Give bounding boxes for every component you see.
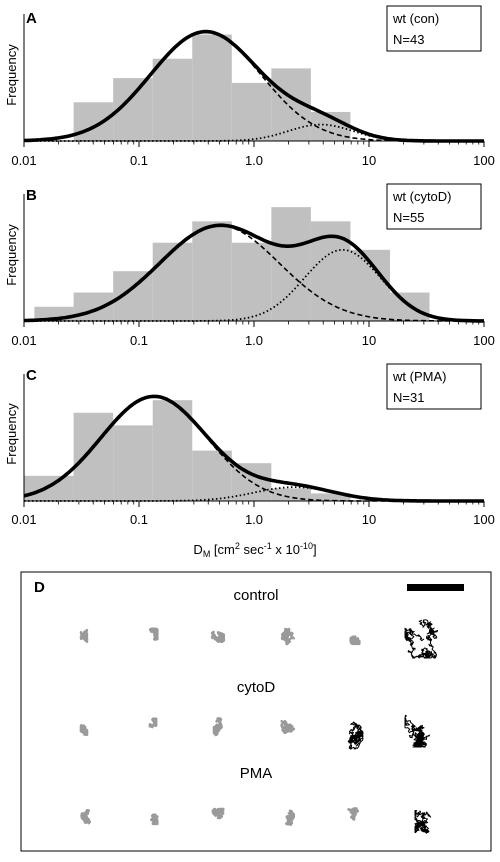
trajectory-track bbox=[149, 813, 159, 826]
trajectory-track bbox=[347, 807, 359, 821]
x-tick-label: 0.1 bbox=[130, 153, 148, 168]
trajectory-track bbox=[349, 635, 361, 646]
histogram-bar bbox=[73, 102, 114, 141]
x-tick-label: 1.0 bbox=[245, 333, 263, 348]
panel-letter: B bbox=[26, 187, 37, 204]
x-tick-label: 1.0 bbox=[245, 512, 263, 527]
histogram-bar bbox=[231, 82, 272, 141]
fit-total-curve bbox=[23, 29, 484, 143]
fit-total-curve bbox=[24, 223, 484, 323]
row-label-cytod: cytoD bbox=[237, 679, 276, 696]
x-tick-label: 100 bbox=[473, 512, 495, 527]
x-tick-labels: 0.01 0.1 1.0 10 100 bbox=[11, 153, 495, 168]
row-label-pma: PMA bbox=[240, 765, 273, 782]
x-tick-labels: 0.01 0.1 1.0 10 100 bbox=[11, 512, 495, 527]
histogram-bar bbox=[192, 34, 232, 141]
panel-d: D control cytoD PMA bbox=[20, 571, 492, 852]
plot-area bbox=[23, 14, 485, 147]
x-axis-label: DM [cm2 sec-1 x 10-10] bbox=[193, 541, 316, 559]
panel-letter: C bbox=[26, 367, 37, 384]
histogram-bar bbox=[152, 400, 193, 501]
y-axis-label: Frequency bbox=[4, 224, 19, 286]
histogram-bar bbox=[231, 242, 272, 321]
legend-line-1: wt (con) bbox=[392, 11, 439, 26]
scale-bar bbox=[407, 584, 464, 591]
trajectory-track bbox=[80, 809, 92, 825]
trajectory-track bbox=[347, 721, 364, 750]
legend-line-1: wt (cytoD) bbox=[392, 189, 452, 204]
histogram-bar bbox=[310, 493, 351, 501]
x-tick-label: 0.1 bbox=[130, 333, 148, 348]
legend-box: wt (cytoD) N=55 bbox=[386, 183, 482, 230]
trajectory-track bbox=[211, 807, 225, 820]
histogram-bar bbox=[113, 425, 153, 501]
trajectory-track bbox=[79, 628, 89, 643]
panel-letter: D bbox=[34, 579, 45, 596]
x-tick-label: 0.01 bbox=[11, 153, 36, 168]
trajectory-track bbox=[414, 810, 432, 834]
trajectories bbox=[79, 619, 439, 834]
legend-box: wt (PMA) N=31 bbox=[386, 363, 482, 410]
legend-line-2: N=55 bbox=[393, 210, 424, 225]
trajectory-track bbox=[148, 627, 159, 641]
x-tick-label: 1.0 bbox=[245, 153, 263, 168]
trajectory-track bbox=[79, 724, 89, 736]
x-tick-label: 10 bbox=[362, 333, 376, 348]
panel-b: B Frequency 0.01 0.1 1.0 10 100 wt (cyto… bbox=[4, 183, 495, 348]
x-tick-label: 10 bbox=[362, 512, 376, 527]
histogram-bar bbox=[152, 58, 193, 141]
legend-box: wt (con) N=43 bbox=[386, 5, 482, 52]
trajectory-track bbox=[212, 717, 223, 737]
plot-area bbox=[23, 374, 485, 507]
histogram-bar bbox=[73, 292, 114, 321]
legend-line-2: N=31 bbox=[393, 390, 424, 405]
legend-line-2: N=43 bbox=[393, 32, 424, 47]
trajectory-track bbox=[280, 720, 296, 734]
panel-c: C Frequency 0.01 0.1 1.0 10 100 wt (PMA)… bbox=[4, 363, 495, 527]
panel-d-frame bbox=[20, 571, 492, 852]
panel-letter: A bbox=[26, 10, 37, 27]
x-tick-labels: 0.01 0.1 1.0 10 100 bbox=[11, 333, 495, 348]
x-tick-label: 0.1 bbox=[130, 512, 148, 527]
trajectory-track bbox=[148, 717, 158, 729]
histogram-bar bbox=[152, 242, 193, 321]
histogram-bar bbox=[271, 488, 311, 501]
trajectory-track bbox=[284, 809, 295, 826]
trajectory-track bbox=[210, 630, 226, 644]
trajectory-track bbox=[404, 619, 439, 659]
plot-area bbox=[23, 194, 485, 327]
trajectory-track bbox=[280, 627, 296, 646]
histogram-bar bbox=[271, 207, 311, 321]
trajectory-track bbox=[404, 714, 431, 748]
row-label-control: control bbox=[233, 587, 278, 604]
histogram-bar bbox=[73, 412, 114, 501]
y-axis-label: Frequency bbox=[4, 403, 19, 465]
x-tick-label: 100 bbox=[473, 333, 495, 348]
x-tick-label: 100 bbox=[473, 153, 495, 168]
panel-a: A Frequency 0.01 0.1 1.0 10 100 wt (con)… bbox=[4, 5, 495, 168]
y-axis-label: Frequency bbox=[4, 44, 19, 106]
legend-line-1: wt (PMA) bbox=[392, 369, 446, 384]
x-tick-label: 0.01 bbox=[11, 333, 36, 348]
x-tick-label: 10 bbox=[362, 153, 376, 168]
histogram-bar bbox=[192, 221, 232, 321]
x-tick-label: 0.01 bbox=[11, 512, 36, 527]
component-1-curve bbox=[24, 224, 484, 322]
